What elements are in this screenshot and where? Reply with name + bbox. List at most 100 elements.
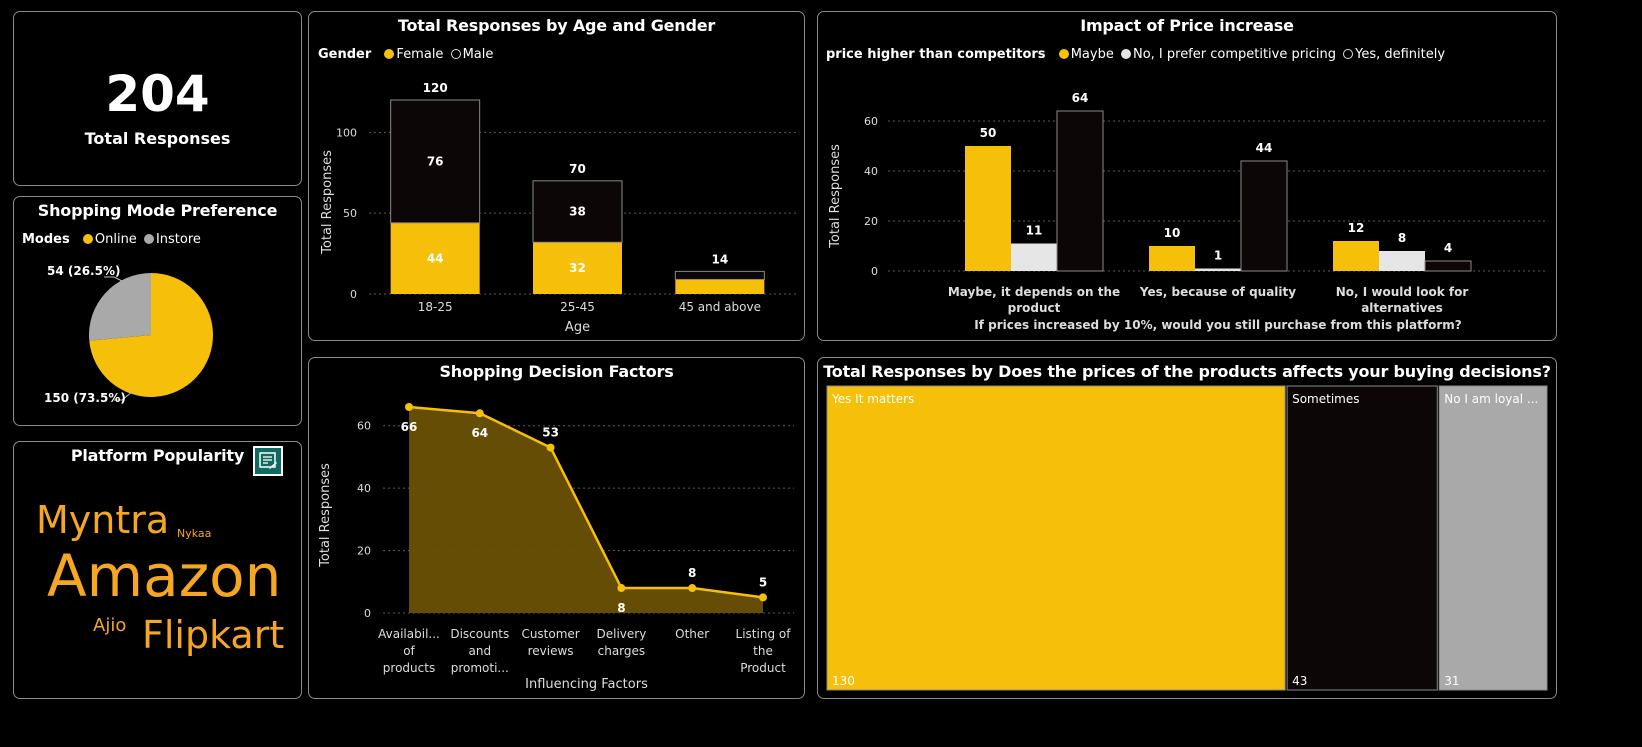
data-point bbox=[688, 584, 697, 593]
bar-inner-label: 44 bbox=[427, 251, 444, 265]
legend-online-label[interactable]: Online bbox=[94, 232, 137, 247]
y-axis-title: Total Responses bbox=[320, 150, 335, 255]
bar-data-label: 8 bbox=[1398, 231, 1406, 245]
kpi-label: Total Responses bbox=[84, 129, 231, 148]
y-tick-label: 60 bbox=[864, 115, 878, 128]
y-tick-label: 0 bbox=[350, 288, 357, 301]
legend-competitive-swatch[interactable] bbox=[1120, 49, 1131, 59]
data-point bbox=[405, 403, 413, 411]
word-myntra: Myntra bbox=[36, 498, 170, 542]
price-effect-treemap-card: Total Responses by Does the prices of th… bbox=[817, 357, 1557, 699]
shopping-mode-card: Shopping Mode Preference Modes Online In… bbox=[13, 196, 302, 426]
bar-data-label: 1 bbox=[1214, 249, 1222, 263]
x-tick-label: reviews bbox=[528, 644, 574, 658]
x-axis-title: If prices increased by 10%, would you st… bbox=[974, 318, 1461, 332]
data-label: 8 bbox=[617, 601, 625, 615]
age-gender-title: Total Responses by Age and Gender bbox=[397, 16, 716, 35]
word-nykaa: Nykaa bbox=[177, 527, 212, 540]
y-tick-label: 0 bbox=[364, 607, 371, 620]
x-tick-label: alternatives bbox=[1361, 301, 1443, 315]
y-tick-label: 40 bbox=[357, 482, 371, 495]
legend-instore-label[interactable]: Instore bbox=[155, 232, 201, 247]
kpi-value: 204 bbox=[105, 65, 210, 123]
x-tick-label: and bbox=[469, 644, 492, 658]
price-effect-treemap: Yes It matters 130 Sometimes 43 No I am loya… bbox=[826, 385, 1548, 691]
bar-data-label: 11 bbox=[1026, 224, 1043, 238]
x-tick-label: 25-45 bbox=[560, 300, 595, 314]
x-tick-label: the bbox=[753, 644, 773, 658]
price-impact-card: Impact of Price increase price higher th… bbox=[817, 11, 1557, 341]
legend-title: Modes bbox=[22, 232, 70, 247]
decision-factors-card: Shopping Decision Factors 0 20 40 60 66 Avail… bbox=[308, 357, 805, 699]
bar-data-label: 50 bbox=[980, 126, 997, 140]
data-label: 64 bbox=[471, 426, 488, 440]
y-tick-label: 40 bbox=[864, 165, 878, 178]
treemap-tile-value: 130 bbox=[832, 674, 855, 688]
price-impact-title: Impact of Price increase bbox=[1080, 16, 1294, 35]
legend-instore-swatch[interactable] bbox=[143, 234, 154, 244]
bar-maybe bbox=[965, 146, 1011, 271]
treemap-tile-label: Yes It matters bbox=[831, 392, 914, 406]
bar-female bbox=[390, 222, 480, 294]
legend-female-label[interactable]: Female bbox=[396, 47, 444, 62]
x-tick-label: 18-25 bbox=[418, 300, 453, 314]
legend-female-swatch[interactable] bbox=[384, 49, 395, 59]
kpi-card: 204 Total Responses bbox=[13, 11, 302, 186]
bar-no bbox=[1379, 251, 1425, 271]
treemap-tile bbox=[826, 385, 1286, 691]
bar-data-label: 4 bbox=[1444, 241, 1452, 255]
pie-data-label: 150 (73.5%) bbox=[44, 391, 126, 405]
decision-factors-title: Shopping Decision Factors bbox=[439, 362, 674, 381]
price-effect-treemap-title: Total Responses by Does the prices of th… bbox=[823, 362, 1551, 381]
legend-competitive-label[interactable]: No, I prefer competitive pricing bbox=[1132, 47, 1336, 62]
y-tick-label: 50 bbox=[343, 207, 357, 220]
data-label: 66 bbox=[401, 420, 418, 434]
pie-slice-instore bbox=[89, 273, 151, 341]
x-tick-label: Customer bbox=[521, 627, 579, 641]
x-tick-label: No, I would look for bbox=[1336, 285, 1469, 299]
treemap-tile-label: No I am loyal ... bbox=[1444, 392, 1538, 406]
platform-popularity-card: Platform Popularity Myntra Nykaa Amazon … bbox=[13, 441, 302, 699]
x-tick-label: Product bbox=[740, 661, 786, 675]
y-tick-label: 20 bbox=[357, 545, 371, 558]
legend-definitely-label[interactable]: Yes, definitely bbox=[1355, 47, 1446, 62]
x-tick-label: of bbox=[403, 644, 415, 658]
data-label: 53 bbox=[542, 426, 559, 440]
word-flipkart: Flipkart bbox=[142, 613, 285, 657]
x-tick-label: Yes, because of quality bbox=[1139, 285, 1296, 299]
bar-data-label: 10 bbox=[1164, 226, 1181, 240]
x-tick-label: Other bbox=[675, 627, 709, 641]
bar-yes bbox=[1056, 110, 1104, 272]
age-gender-legend: Gender Female Male bbox=[318, 47, 493, 62]
word-ajio: Ajio bbox=[93, 615, 127, 636]
x-tick-label: product bbox=[1008, 301, 1061, 315]
legend-definitely-swatch[interactable] bbox=[1343, 49, 1354, 59]
legend-title: Gender bbox=[318, 47, 372, 62]
treemap-tile bbox=[1286, 385, 1438, 691]
data-point bbox=[759, 593, 767, 602]
bar-data-label: 44 bbox=[1256, 141, 1273, 155]
legend-maybe-swatch[interactable] bbox=[1058, 49, 1069, 59]
treemap-tile-value: 31 bbox=[1444, 674, 1459, 688]
export-data-icon[interactable] bbox=[253, 446, 283, 476]
legend-maybe-label[interactable]: Maybe bbox=[1070, 47, 1114, 62]
age-gender-card: Total Responses by Age and Gender Gender… bbox=[308, 11, 805, 341]
legend-online-swatch[interactable] bbox=[82, 234, 93, 244]
data-point bbox=[617, 584, 626, 593]
bar-female bbox=[675, 279, 765, 294]
bar-total-label: 120 bbox=[423, 81, 448, 95]
treemap-tile-value: 43 bbox=[1292, 674, 1307, 688]
word-amazon: Amazon bbox=[47, 542, 282, 610]
bar-data-label: 12 bbox=[1348, 221, 1365, 235]
legend-male-swatch[interactable] bbox=[450, 49, 461, 59]
x-tick-label: Delivery bbox=[596, 627, 646, 641]
bar-no bbox=[1195, 268, 1241, 271]
area-line bbox=[408, 405, 764, 599]
platform-popularity-title: Platform Popularity bbox=[70, 446, 245, 465]
legend-male-label[interactable]: Male bbox=[462, 47, 494, 62]
age-gender-chart: 0 50 100 44 76 120 18-25 32 38 70 25-45 14 45 and ab… bbox=[320, 81, 796, 335]
bar-yes bbox=[1424, 260, 1472, 272]
bar-total-label: 70 bbox=[569, 162, 586, 176]
bar-no bbox=[1011, 243, 1057, 271]
data-label: 8 bbox=[688, 566, 696, 580]
